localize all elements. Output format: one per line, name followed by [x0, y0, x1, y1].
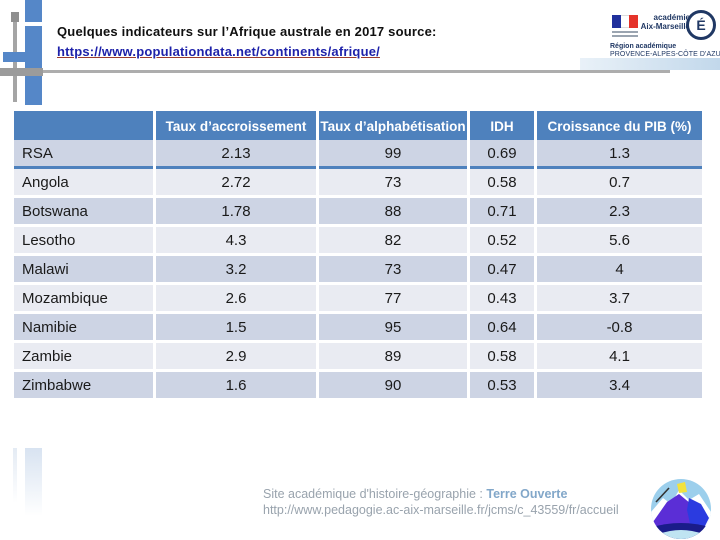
flag-caption-line — [612, 35, 638, 37]
cell-alphabetisation: 88 — [319, 198, 467, 224]
region-name: PROVENCE-ALPES-CÔTE D'AZUR — [610, 51, 720, 58]
cell-accroissement: 1.78 — [156, 198, 316, 224]
terre-ouverte-globe-icon — [651, 479, 711, 539]
cell-idh: 0.64 — [470, 314, 534, 340]
decor-title-underline — [43, 70, 670, 73]
cell-accroissement: 3.2 — [156, 256, 316, 282]
academy-emblem-icon: É — [686, 10, 716, 40]
decor-gray-vertical-line — [13, 22, 17, 102]
cell-idh: 0.71 — [470, 198, 534, 224]
title-block: Quelques indicateurs sur l’Afrique austr… — [57, 22, 617, 62]
cell-country: RSA — [14, 140, 153, 166]
footer-site-label: Site académique d'histoire-géographie : — [263, 487, 487, 501]
cell-country: Zimbabwe — [14, 372, 153, 398]
cell-pib: 2.3 — [537, 198, 702, 224]
cell-alphabetisation: 99 — [319, 140, 467, 166]
decor-bottom-fade-bar-narrow — [13, 448, 17, 503]
cell-accroissement: 1.5 — [156, 314, 316, 340]
slide-title: Quelques indicateurs sur l’Afrique austr… — [57, 24, 437, 39]
cell-idh: 0.58 — [470, 169, 534, 195]
cell-accroissement: 2.6 — [156, 285, 316, 311]
cell-pib: -0.8 — [537, 314, 702, 340]
french-flag-icon — [612, 15, 639, 28]
cell-country: Angola — [14, 169, 153, 195]
indicators-table: Taux d’accroissement naturel (%) Taux d’… — [14, 111, 706, 398]
cell-accroissement: 2.9 — [156, 343, 316, 369]
decor-bottom-fade-bar-wide — [25, 448, 42, 516]
cell-idh: 0.69 — [470, 140, 534, 166]
cell-pib: 4 — [537, 256, 702, 282]
flag-caption-line — [612, 31, 638, 33]
cell-pib: 1.3 — [537, 140, 702, 166]
footer-site-url: http://www.pedagogie.ac-aix-marseille.fr… — [263, 503, 619, 517]
academy-name-line2: Aix-Marseille — [640, 22, 690, 31]
cell-alphabetisation: 77 — [319, 285, 467, 311]
cell-alphabetisation: 73 — [319, 256, 467, 282]
cell-alphabetisation: 82 — [319, 227, 467, 253]
cell-country: Botswana — [14, 198, 153, 224]
academy-name-line1: académie — [653, 13, 690, 22]
cell-pib: 5.6 — [537, 227, 702, 253]
academy-logo: académie Aix-Marseille É Région académiq… — [606, 8, 720, 58]
decor-gray-horizontal-bar — [0, 68, 43, 76]
cell-country: Malawi — [14, 256, 153, 282]
cell-idh: 0.53 — [470, 372, 534, 398]
decor-blue-cross-piece — [3, 52, 25, 62]
footer-line1: Site académique d'histoire-géographie : … — [263, 486, 619, 502]
decor-blue-vertical-bar — [25, 0, 42, 105]
academy-name: académie Aix-Marseille — [641, 13, 690, 31]
cell-idh: 0.43 — [470, 285, 534, 311]
cell-alphabetisation: 73 — [319, 169, 467, 195]
cell-accroissement: 1.6 — [156, 372, 316, 398]
cell-country: Namibie — [14, 314, 153, 340]
footer: Site académique d'histoire-géographie : … — [263, 486, 619, 518]
cell-accroissement: 4.3 — [156, 227, 316, 253]
source-hyperlink[interactable]: https://www.populationdata.net/continent… — [57, 44, 380, 59]
decor-top-right-blue-band — [580, 58, 720, 70]
cell-pib: 0.7 — [537, 169, 702, 195]
cell-pib: 3.4 — [537, 372, 702, 398]
cell-country: Zambie — [14, 343, 153, 369]
cell-country: Mozambique — [14, 285, 153, 311]
cell-alphabetisation: 95 — [319, 314, 467, 340]
decor-blue-bar-gap — [25, 22, 42, 26]
cell-country: Lesotho — [14, 227, 153, 253]
region-label: Région académique — [610, 43, 677, 50]
decor-gray-nub — [11, 12, 19, 22]
cell-idh: 0.52 — [470, 227, 534, 253]
cell-accroissement: 2.13 — [156, 140, 316, 166]
cell-idh: 0.47 — [470, 256, 534, 282]
cell-alphabetisation: 89 — [319, 343, 467, 369]
cell-pib: 4.1 — [537, 343, 702, 369]
cell-idh: 0.58 — [470, 343, 534, 369]
cell-pib: 3.7 — [537, 285, 702, 311]
cell-alphabetisation: 90 — [319, 372, 467, 398]
footer-site-name: Terre Ouverte — [486, 487, 568, 501]
cell-accroissement: 2.72 — [156, 169, 316, 195]
